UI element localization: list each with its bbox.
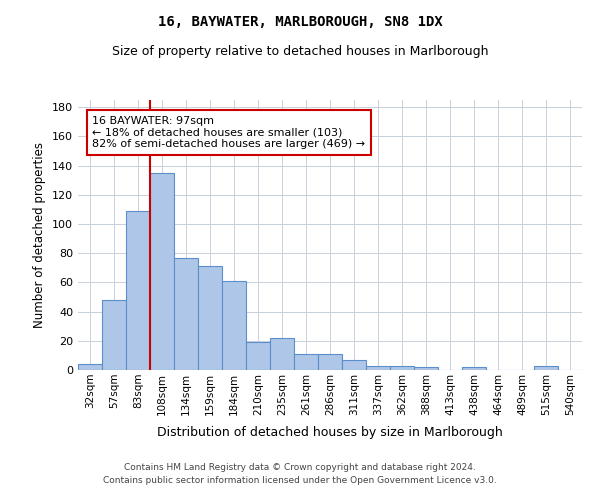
Bar — [414, 367, 438, 370]
Bar — [294, 354, 318, 370]
Bar — [174, 258, 198, 370]
Bar — [102, 300, 126, 370]
Text: 16, BAYWATER, MARLBOROUGH, SN8 1DX: 16, BAYWATER, MARLBOROUGH, SN8 1DX — [158, 15, 442, 29]
Bar — [390, 366, 414, 370]
Bar — [534, 366, 558, 370]
Bar — [318, 354, 342, 370]
Text: 16 BAYWATER: 97sqm
← 18% of detached houses are smaller (103)
82% of semi-detach: 16 BAYWATER: 97sqm ← 18% of detached hou… — [92, 116, 365, 150]
Bar — [198, 266, 222, 370]
Bar — [150, 173, 174, 370]
Bar — [126, 211, 150, 370]
Text: Contains public sector information licensed under the Open Government Licence v3: Contains public sector information licen… — [103, 476, 497, 485]
Bar — [342, 360, 366, 370]
Text: Size of property relative to detached houses in Marlborough: Size of property relative to detached ho… — [112, 45, 488, 58]
Bar — [78, 364, 102, 370]
Bar — [222, 281, 246, 370]
X-axis label: Distribution of detached houses by size in Marlborough: Distribution of detached houses by size … — [157, 426, 503, 439]
Bar — [246, 342, 270, 370]
Bar — [462, 367, 486, 370]
Text: Contains HM Land Registry data © Crown copyright and database right 2024.: Contains HM Land Registry data © Crown c… — [124, 464, 476, 472]
Bar — [366, 366, 390, 370]
Bar — [270, 338, 294, 370]
Y-axis label: Number of detached properties: Number of detached properties — [34, 142, 46, 328]
